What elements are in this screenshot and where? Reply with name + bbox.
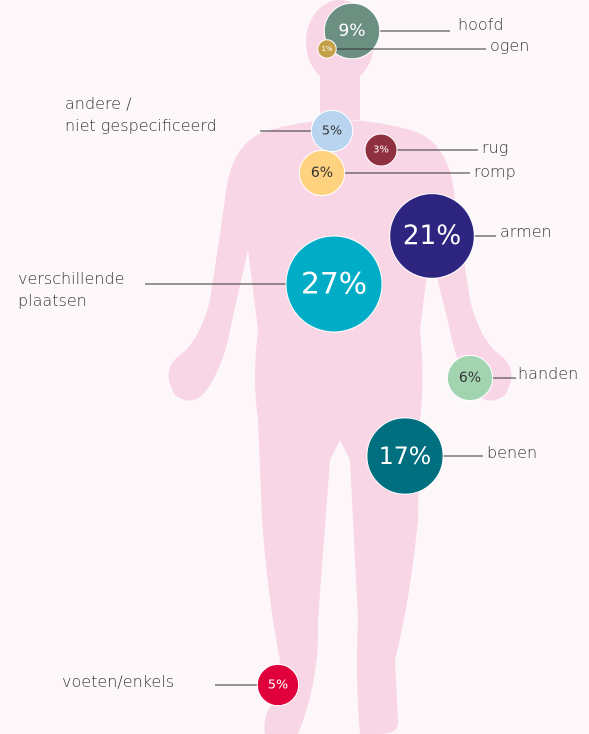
value-label: 17% [379, 442, 431, 470]
category-label: armen [500, 221, 552, 243]
value-label: 3% [373, 145, 389, 156]
category-label: benen [487, 442, 537, 464]
value-label: 1% [321, 45, 332, 53]
category-label: verschillende plaatsen [18, 268, 124, 312]
category-label: handen [518, 363, 578, 385]
value-label: 6% [459, 370, 481, 386]
value-label: 9% [338, 21, 365, 41]
value-label: 5% [322, 124, 342, 139]
category-label: romp [474, 161, 516, 183]
category-label: voeten/enkels [62, 671, 174, 693]
category-label: ogen [490, 35, 529, 57]
value-label: 27% [301, 267, 367, 302]
value-label: 6% [311, 165, 333, 181]
value-label: 5% [268, 678, 288, 693]
category-label: hoofd [458, 14, 504, 36]
value-label: 21% [403, 221, 461, 251]
category-label: andere / niet gespecificeerd [65, 93, 217, 137]
category-label: rug [482, 137, 508, 159]
infographic: 9% 1% 5% 3% 6% 21% 27% 6% 17% 5% hoofdogen andere … [0, 0, 589, 734]
